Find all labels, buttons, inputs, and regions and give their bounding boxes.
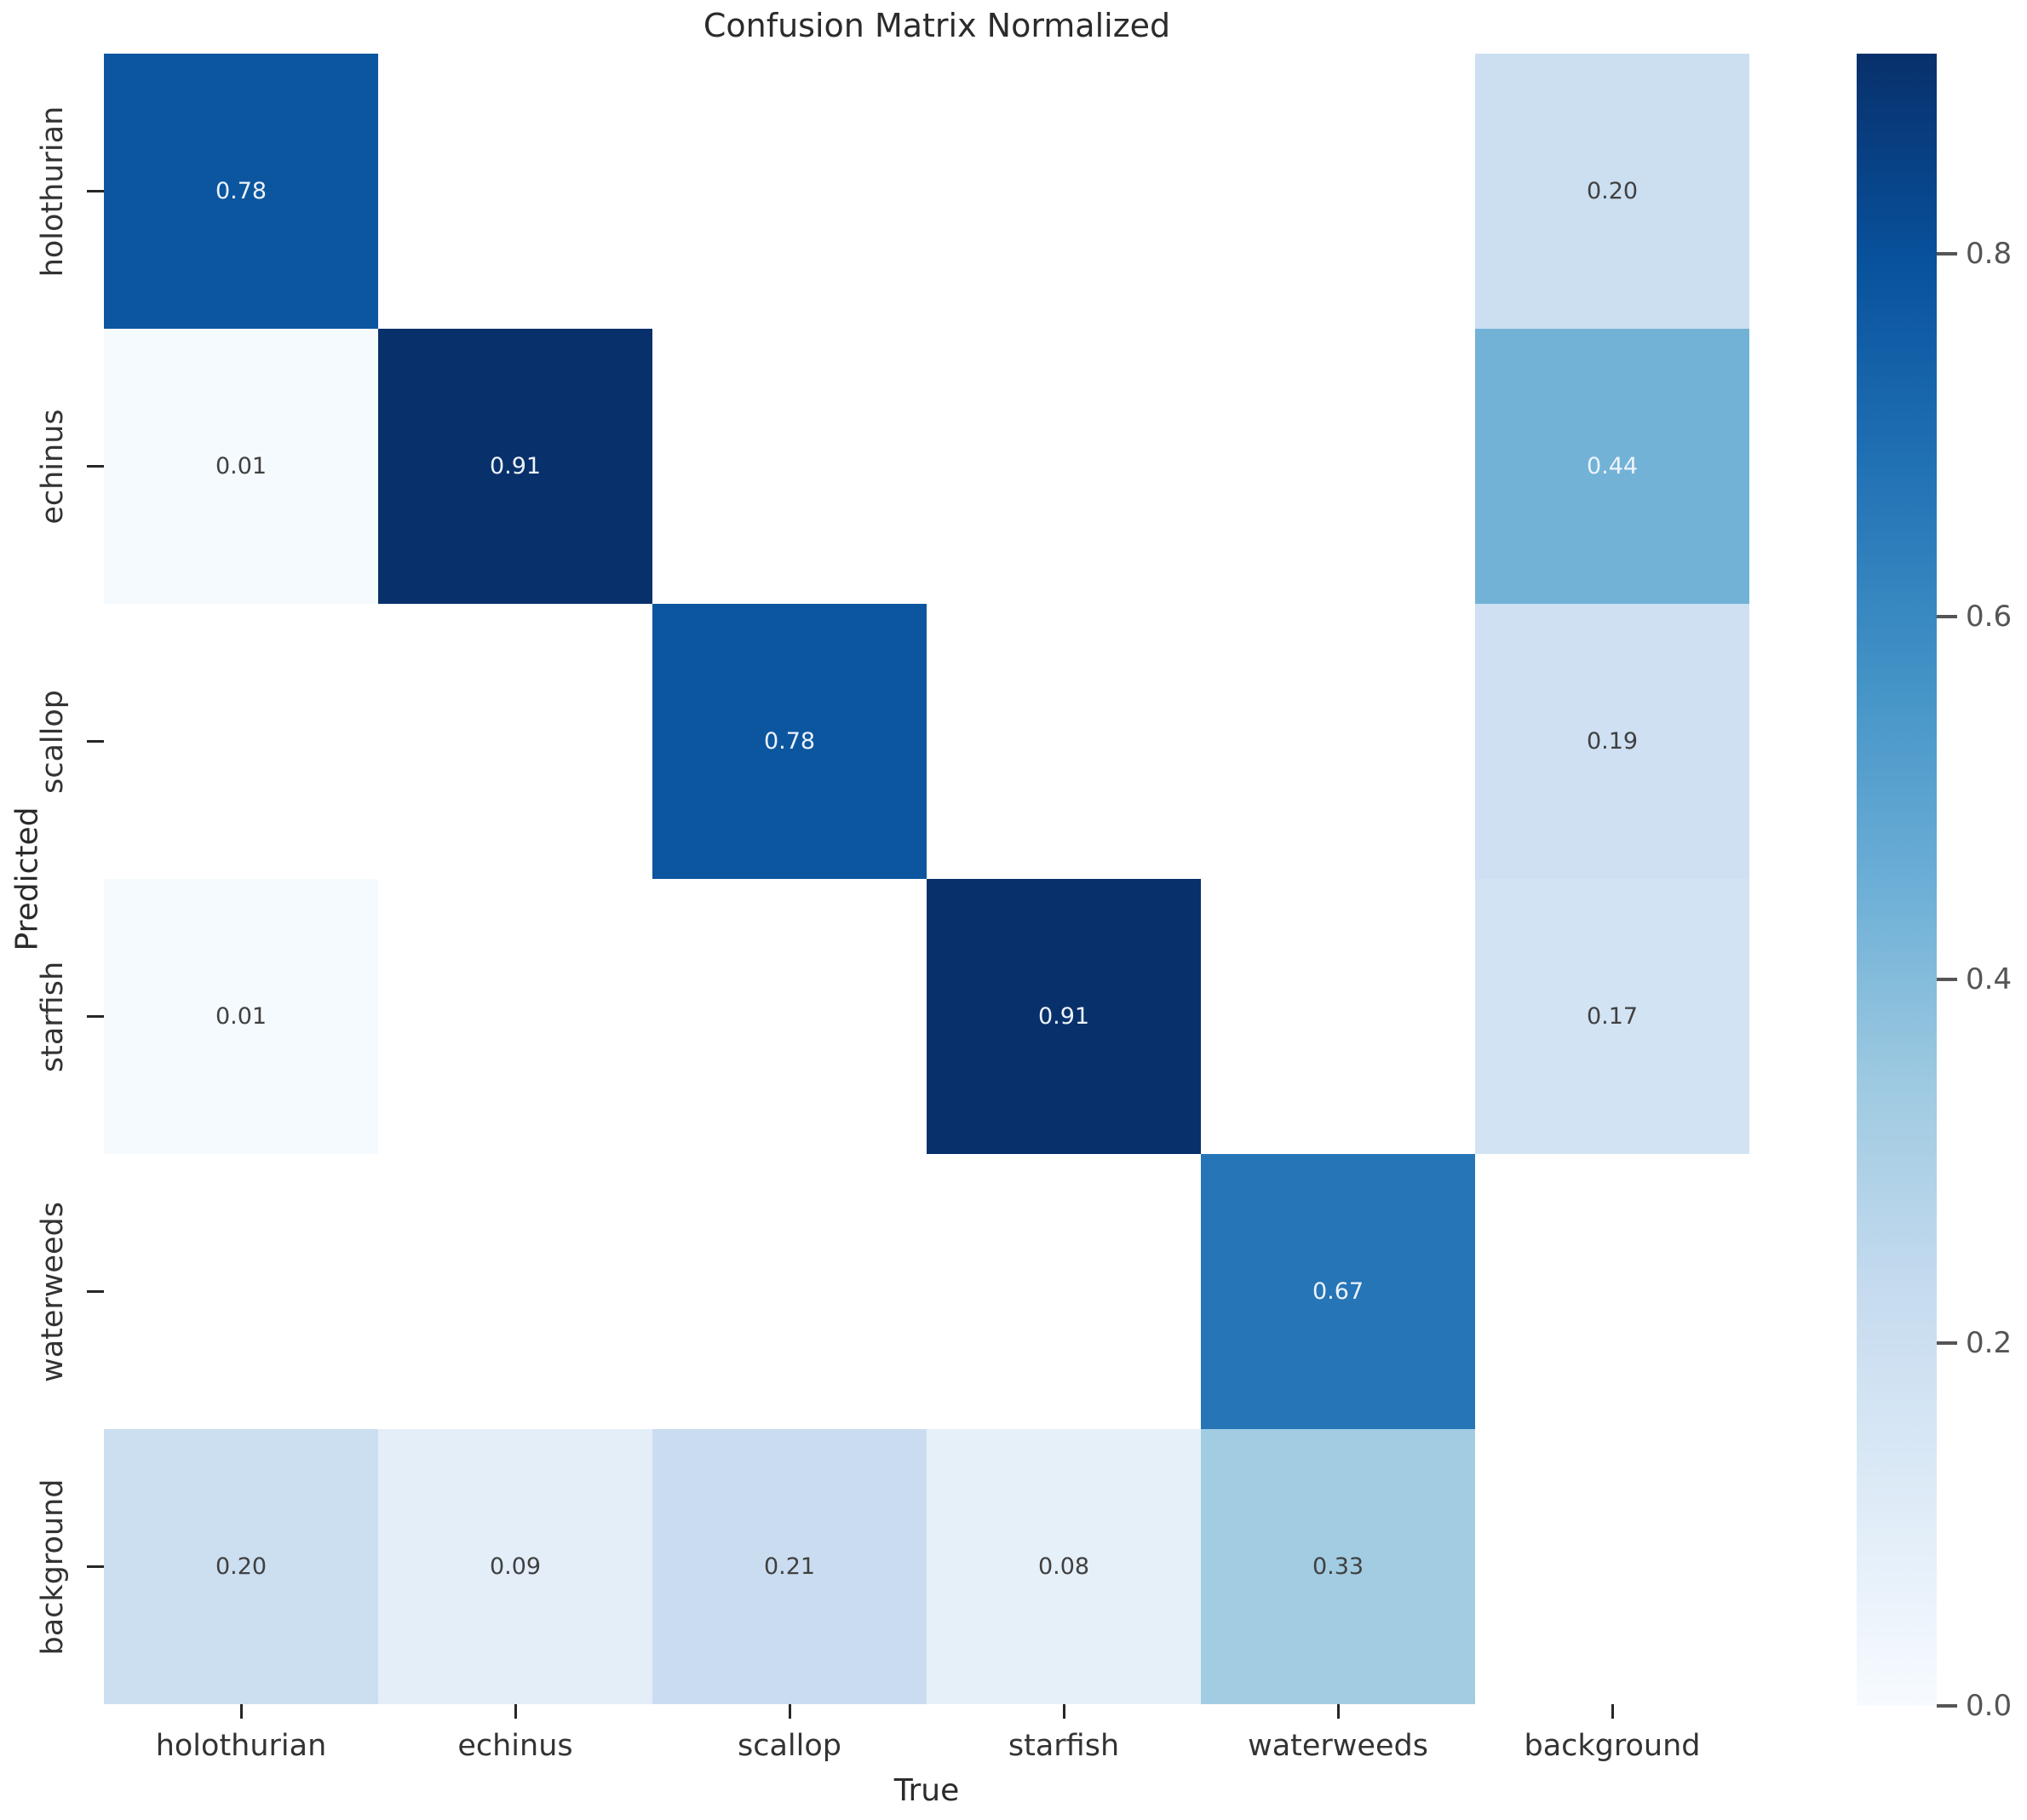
heatmap-cell: 0.09 bbox=[378, 1429, 652, 1704]
heatmap-cell: 0.78 bbox=[104, 54, 378, 329]
heatmap-cell bbox=[927, 54, 1201, 329]
heatmap-cell bbox=[927, 1154, 1201, 1429]
y-tick-mark bbox=[87, 1565, 104, 1568]
heatmap-cell: 0.08 bbox=[927, 1429, 1201, 1704]
heatmap-cell: 0.21 bbox=[652, 1429, 927, 1704]
heatmap-cell: 0.33 bbox=[1201, 1429, 1475, 1704]
heatmap-cell: 0.01 bbox=[104, 329, 378, 604]
y-tick-mark bbox=[87, 465, 104, 468]
y-tick-label: starfish bbox=[36, 961, 70, 1072]
heatmap-cell bbox=[652, 1154, 927, 1429]
heatmap-cell bbox=[104, 1154, 378, 1429]
heatmap-cell: 0.19 bbox=[1475, 604, 1749, 879]
cell-value: 0.20 bbox=[215, 1553, 267, 1580]
heatmap-cell bbox=[378, 1154, 652, 1429]
colorbar-tick-label: 0.2 bbox=[1966, 1325, 2013, 1360]
cell-value: 0.01 bbox=[215, 1003, 267, 1030]
cell-value: 0.78 bbox=[763, 728, 816, 755]
heatmap-grid: 0.78 0.20 0.01 0.91 0.44 0.78 0.19 0.01 0.91 0.17… bbox=[104, 54, 1749, 1704]
x-tick-label: holothurian bbox=[155, 1729, 327, 1763]
colorbar-tick-mark bbox=[1937, 1704, 1957, 1708]
x-tick-label: background bbox=[1524, 1729, 1701, 1763]
heatmap-cell bbox=[378, 54, 652, 329]
cell-value: 0.20 bbox=[1586, 178, 1639, 204]
heatmap-cell bbox=[378, 604, 652, 879]
cell-value: 0.09 bbox=[489, 1553, 542, 1580]
colorbar-tick-label: 0.8 bbox=[1966, 236, 2013, 271]
x-tick-mark bbox=[514, 1704, 517, 1719]
y-tick-mark bbox=[87, 740, 104, 743]
x-tick-label: starfish bbox=[1008, 1729, 1120, 1763]
y-tick-mark bbox=[87, 1015, 104, 1018]
y-tick-label: waterweeds bbox=[36, 1201, 70, 1382]
cell-value: 0.33 bbox=[1312, 1553, 1364, 1580]
colorbar bbox=[1857, 54, 1937, 1706]
heatmap-cell bbox=[104, 604, 378, 879]
colorbar-tick-label: 0.4 bbox=[1966, 962, 2013, 997]
x-tick-label: echinus bbox=[457, 1729, 573, 1763]
heatmap-cell bbox=[378, 879, 652, 1154]
x-tick-mark bbox=[1611, 1704, 1614, 1719]
y-tick-label: echinus bbox=[36, 408, 70, 525]
y-tick-label: scallop bbox=[36, 689, 70, 794]
cell-value: 0.78 bbox=[215, 178, 267, 204]
cell-value: 0.21 bbox=[763, 1553, 816, 1580]
heatmap-cell: 0.78 bbox=[652, 604, 927, 879]
heatmap-cell bbox=[652, 54, 927, 329]
x-axis-label: True bbox=[893, 1773, 960, 1808]
cell-value: 0.17 bbox=[1586, 1003, 1639, 1030]
x-tick-mark bbox=[239, 1704, 243, 1719]
heatmap-cell bbox=[1201, 879, 1475, 1154]
heatmap-cell bbox=[652, 329, 927, 604]
heatmap-cell bbox=[1201, 604, 1475, 879]
y-tick-mark bbox=[87, 1290, 104, 1293]
y-tick-mark bbox=[87, 190, 104, 192]
cell-value: 0.19 bbox=[1586, 728, 1639, 755]
x-tick-mark bbox=[1062, 1704, 1065, 1719]
chart-title: Confusion Matrix Normalized bbox=[703, 7, 1171, 44]
heatmap-cell bbox=[927, 329, 1201, 604]
heatmap-cell bbox=[1201, 54, 1475, 329]
heatmap-cell: 0.91 bbox=[927, 879, 1201, 1154]
y-axis-label: Predicted bbox=[9, 807, 45, 951]
cell-value: 0.44 bbox=[1586, 453, 1639, 479]
colorbar-tick-mark bbox=[1937, 251, 1957, 255]
heatmap-cell: 0.44 bbox=[1475, 329, 1749, 604]
y-tick-label: background bbox=[36, 1478, 70, 1656]
colorbar-tick-label: 0.6 bbox=[1966, 599, 2013, 634]
colorbar-tick-mark bbox=[1937, 614, 1957, 618]
heatmap-cell: 0.20 bbox=[1475, 54, 1749, 329]
cell-value: 0.91 bbox=[489, 453, 542, 479]
x-tick-mark bbox=[788, 1704, 791, 1719]
y-tick-label: holothurian bbox=[36, 106, 70, 277]
colorbar-tick-label: 0.0 bbox=[1966, 1689, 2013, 1723]
cell-value: 0.08 bbox=[1037, 1553, 1090, 1580]
x-tick-mark bbox=[1336, 1704, 1340, 1719]
x-tick-label: scallop bbox=[737, 1729, 842, 1763]
heatmap-cell bbox=[652, 879, 927, 1154]
heatmap-cell: 0.20 bbox=[104, 1429, 378, 1704]
cell-value: 0.91 bbox=[1037, 1003, 1090, 1030]
colorbar-tick-mark bbox=[1937, 978, 1957, 982]
heatmap-cell: 0.67 bbox=[1201, 1154, 1475, 1429]
colorbar-tick-mark bbox=[1937, 1341, 1957, 1345]
heatmap-cell bbox=[1475, 1429, 1749, 1704]
heatmap-cell bbox=[1475, 1154, 1749, 1429]
heatmap-cell: 0.17 bbox=[1475, 879, 1749, 1154]
cell-value: 0.01 bbox=[215, 453, 267, 479]
heatmap-cell: 0.91 bbox=[378, 329, 652, 604]
heatmap-cell bbox=[1201, 329, 1475, 604]
x-tick-label: waterweeds bbox=[1248, 1729, 1428, 1763]
heatmap-cell: 0.01 bbox=[104, 879, 378, 1154]
heatmap-cell bbox=[927, 604, 1201, 879]
cell-value: 0.67 bbox=[1312, 1278, 1364, 1305]
